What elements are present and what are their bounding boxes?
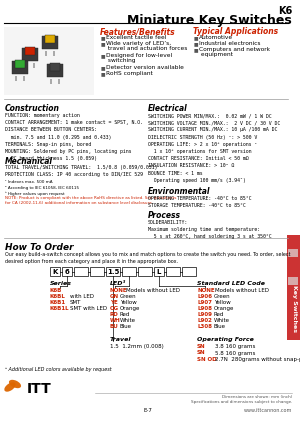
Bar: [47, 64, 63, 77]
Text: RD: RD: [110, 312, 119, 317]
Text: OG: OG: [110, 306, 119, 311]
Bar: [122, 267, 136, 276]
Text: L908: L908: [197, 306, 212, 311]
Text: White: White: [120, 318, 136, 323]
Text: Yellow: Yellow: [120, 300, 137, 305]
Text: K: K: [52, 269, 58, 275]
Bar: [15, 60, 25, 68]
Text: travel and actuation forces: travel and actuation forces: [106, 46, 188, 51]
Text: Dimensions are shown: mm (inch): Dimensions are shown: mm (inch): [222, 395, 292, 399]
Bar: [182, 267, 196, 276]
Bar: [154, 267, 164, 276]
Bar: [288, 249, 298, 257]
Text: Construction: Construction: [5, 104, 60, 113]
Text: Computers and network: Computers and network: [199, 47, 270, 52]
Text: ¹ Indexes max. 500 mA
² According to IEC 61058, IEC 60115
³ Higher values upon r: ¹ Indexes max. 500 mA ² According to IEC…: [5, 180, 79, 196]
Text: Red: Red: [214, 312, 224, 317]
Bar: [106, 267, 120, 276]
Bar: [138, 267, 152, 276]
Text: with LED: with LED: [70, 294, 94, 299]
Text: SOLDERABILITY:
Maximum soldering time and temperature:
  5 s at 260°C, hand sold: SOLDERABILITY: Maximum soldering time an…: [148, 220, 272, 239]
Text: Green: Green: [120, 294, 136, 299]
Text: Specifications and dimensions subject to change.: Specifications and dimensions subject to…: [190, 400, 292, 404]
Text: ■: ■: [194, 35, 199, 40]
Text: L906: L906: [197, 294, 212, 299]
Text: WH: WH: [110, 318, 121, 323]
Text: TOTAL TRAVEL/SWITCHING TRAVEL:  1.5/0.8 (0.059/0.031)
PROTECTION CLASS: IP 40 ac: TOTAL TRAVEL/SWITCHING TRAVEL: 1.5/0.8 (…: [5, 165, 158, 177]
Text: Blue: Blue: [214, 324, 226, 329]
Text: SN: SN: [197, 344, 206, 349]
Bar: [50, 63, 60, 71]
Text: ■: ■: [101, 65, 106, 70]
Bar: [45, 51, 47, 56]
Text: ITT: ITT: [27, 382, 52, 396]
Text: SWITCHING POWER MIN/MAX.:  0.02 mW / 1 W DC
SWITCHING VOLTAGE MIN./MAX.:  2 V DC: SWITCHING POWER MIN/MAX.: 0.02 mW / 1 W …: [148, 113, 280, 183]
Bar: [166, 267, 180, 276]
Text: YE: YE: [110, 300, 118, 305]
Text: Typical Applications: Typical Applications: [193, 27, 278, 36]
Text: RoHS compliant: RoHS compliant: [106, 71, 153, 76]
Bar: [50, 267, 60, 276]
Text: Models without LED: Models without LED: [126, 288, 180, 293]
Bar: [33, 63, 35, 68]
Text: LED³: LED³: [110, 281, 126, 286]
Text: K6B: K6B: [50, 288, 62, 293]
Text: Models without LED: Models without LED: [215, 288, 269, 293]
Text: Excellent tactile feel: Excellent tactile feel: [106, 35, 166, 40]
Text: E-7: E-7: [144, 408, 152, 413]
Text: equipment: equipment: [199, 52, 233, 57]
Text: SMT: SMT: [70, 300, 81, 305]
Text: Mechanical: Mechanical: [5, 157, 53, 166]
Text: White: White: [214, 318, 230, 323]
Text: Travel: Travel: [110, 337, 131, 342]
Bar: [90, 267, 104, 276]
Bar: [53, 51, 55, 56]
Text: Features/Benefits: Features/Benefits: [100, 27, 176, 36]
Text: 6: 6: [64, 269, 69, 275]
Text: Red: Red: [120, 312, 130, 317]
Text: NOTE: Product is compliant with the above RoHS directive as listed. See datashee: NOTE: Product is compliant with the abov…: [5, 196, 176, 205]
Bar: [287, 235, 300, 340]
Bar: [45, 35, 55, 43]
Text: L909: L909: [197, 312, 212, 317]
Bar: [22, 48, 38, 61]
Text: Detector version available: Detector version available: [106, 65, 184, 70]
Bar: [25, 63, 27, 68]
Text: Green: Green: [214, 294, 231, 299]
Text: Electrical: Electrical: [148, 104, 188, 113]
Text: Designed for low-level: Designed for low-level: [106, 53, 172, 58]
Text: Blue: Blue: [120, 324, 132, 329]
Text: www.ittcannon.com: www.ittcannon.com: [244, 408, 292, 413]
Text: L308: L308: [197, 324, 212, 329]
Text: SN: SN: [197, 351, 206, 355]
Text: Automotive: Automotive: [199, 35, 233, 40]
Text: Miniature Key Switches: Miniature Key Switches: [127, 14, 292, 27]
Bar: [288, 262, 298, 270]
Text: FUNCTION: momentary action
CONTACT ARRANGEMENT: 1 make contact = SPST, N.O.
DIST: FUNCTION: momentary action CONTACT ARRAN…: [5, 113, 143, 161]
Text: K6B1: K6B1: [50, 300, 66, 305]
Text: Series: Series: [50, 281, 72, 286]
Text: SMT with LED: SMT with LED: [70, 306, 107, 311]
Bar: [15, 76, 17, 81]
Bar: [4, 27, 94, 95]
Bar: [288, 277, 298, 285]
Bar: [58, 79, 60, 84]
Text: Process: Process: [148, 211, 181, 220]
Text: 2.7N  280grams without snap-point: 2.7N 280grams without snap-point: [215, 357, 300, 362]
Text: Wide variety of LED’s,: Wide variety of LED’s,: [106, 41, 171, 46]
Text: Orange: Orange: [120, 306, 140, 311]
Text: Key Switches: Key Switches: [292, 285, 298, 332]
Text: ³ Additional LED colors available by request: ³ Additional LED colors available by req…: [5, 367, 112, 372]
Text: Yellow: Yellow: [214, 300, 231, 305]
Text: L902: L902: [197, 318, 212, 323]
Text: ■: ■: [194, 47, 199, 52]
Bar: [62, 267, 72, 276]
Text: Standard LED Code: Standard LED Code: [197, 281, 265, 286]
Text: BU: BU: [110, 324, 119, 329]
Text: Environmental: Environmental: [148, 187, 211, 196]
Bar: [23, 76, 25, 81]
Text: Industrial electronics: Industrial electronics: [199, 41, 260, 46]
Ellipse shape: [4, 382, 16, 392]
Text: Operating Force: Operating Force: [197, 337, 254, 342]
Text: NONE: NONE: [197, 288, 214, 293]
